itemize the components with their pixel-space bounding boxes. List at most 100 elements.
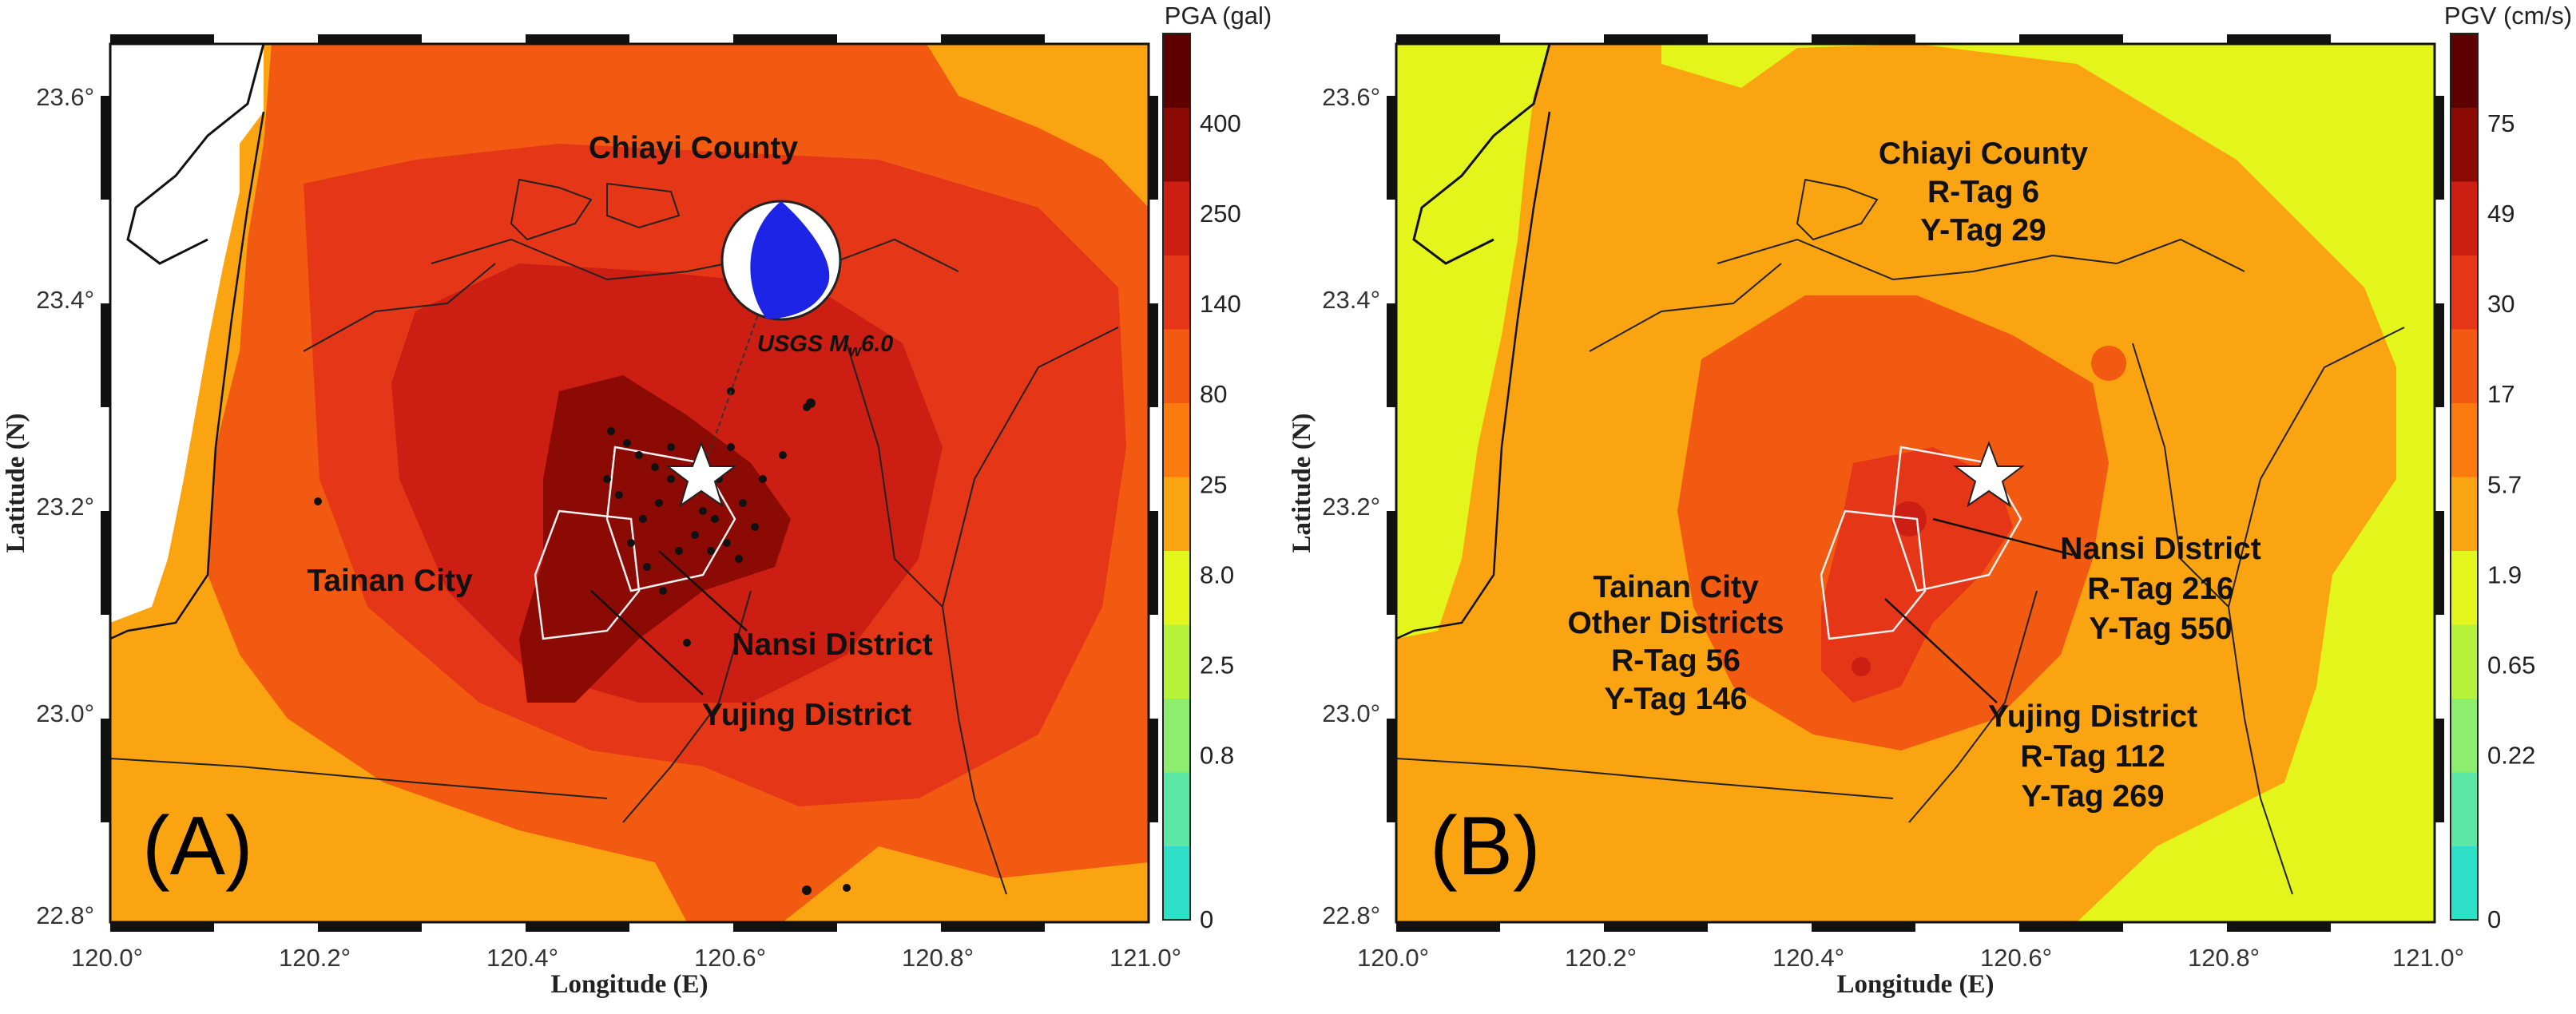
colorbar-band <box>1163 402 1190 477</box>
colorbar-tick-label: 0.22 <box>2487 741 2535 769</box>
colorbar-tick-label: 140 <box>1200 290 1241 318</box>
x-tick: 120.6° <box>694 944 766 972</box>
colorbar-tick-label: 75 <box>2487 109 2514 137</box>
colorbar-band <box>2451 329 2478 403</box>
colorbar-band <box>2451 107 2478 182</box>
y-tick: 23.2° <box>36 493 94 521</box>
colorbar-tick-label: 5.7 <box>2487 470 2522 498</box>
y-tick: 23.6° <box>36 83 94 111</box>
label-chiayi-ytag: Y-Tag 29 <box>1920 213 2046 248</box>
y-tick: 23.2° <box>1322 493 1380 521</box>
colorbar-band <box>1163 329 1190 403</box>
y-tick: 22.8° <box>36 901 94 929</box>
x-axis-label: Longitude (E) <box>550 970 708 999</box>
colorbar-band <box>1163 34 1190 108</box>
label-chiayi-county: Chiayi County <box>1879 137 2088 171</box>
y-tick: 23.6° <box>1322 83 1380 111</box>
label-tainan-other: Other Districts <box>1568 606 1784 640</box>
label-yujing-ytag: Y-Tag 269 <box>2021 779 2164 814</box>
label-usgs-magnitude: USGS Mw6.0 <box>757 331 893 360</box>
x-tick: 120.6° <box>1980 944 2052 972</box>
colorbar-tick-label: 0.8 <box>1200 741 1234 769</box>
label-chiayi-county: Chiayi County <box>589 131 798 165</box>
colorbar-band <box>2451 698 2478 773</box>
colorbar-tick-label: 80 <box>1200 380 1227 408</box>
colorbar-band <box>1163 550 1190 625</box>
colorbar-band <box>1163 477 1190 551</box>
panel-b: 120.0° 120.2° 120.4° 120.6° 120.8° 121.0… <box>1288 2 2572 999</box>
label-nansi-district: Nansi District <box>2060 532 2260 566</box>
colorbar-band <box>1163 107 1190 182</box>
label-tainan-ytag: Y-Tag 146 <box>1604 682 1747 716</box>
colorbar-tick-label: 250 <box>1200 200 1241 228</box>
colorbar-band <box>2451 477 2478 551</box>
x-tick: 120.0° <box>1357 944 1429 972</box>
x-tick: 121.0° <box>1109 944 1181 972</box>
y-tick: 23.4° <box>1322 286 1380 314</box>
colorbar-tick-label: 49 <box>2487 200 2514 228</box>
colorbar-tick-label: 400 <box>1200 109 1241 137</box>
pgv-contour-map <box>1396 44 2435 922</box>
label-yujing-district: Yujing District <box>1988 699 2197 734</box>
panel-letter-b: (B) <box>1430 800 1541 893</box>
colorbar-tick-label: 2.5 <box>1200 651 1234 679</box>
label-tainan-rtag: R-Tag 56 <box>1611 644 1740 678</box>
x-tick: 120.4° <box>486 944 558 972</box>
colorbar-band <box>1163 846 1190 921</box>
label-nansi-ytag: Y-Tag 550 <box>2089 612 2232 646</box>
colorbar-tick-label: 25 <box>1200 470 1227 498</box>
colorbar-title-pgv: PGV (cm/s) <box>2444 2 2572 30</box>
colorbar-tick-label: 30 <box>2487 290 2514 318</box>
colorbar-band <box>2451 550 2478 625</box>
x-tick: 121.0° <box>2392 944 2464 972</box>
x-tick: 120.4° <box>1772 944 1844 972</box>
label-yujing-rtag: R-Tag 112 <box>2020 739 2165 774</box>
panel-letter-a: (A) <box>142 800 253 893</box>
label-nansi-district: Nansi District <box>732 628 932 662</box>
colorbar-tick-label: 8.0 <box>1200 560 1234 588</box>
label-tainan-city: Tainan City <box>307 564 473 598</box>
colorbar-pga: 400 250 140 80 25 8.0 2.5 0.8 0 <box>1162 33 1241 933</box>
y-tick: 23.4° <box>36 286 94 314</box>
colorbar-band <box>2451 624 2478 699</box>
colorbar-band <box>2451 181 2478 255</box>
colorbar-tick-label: 0 <box>2487 905 2501 933</box>
y-tick: 22.8° <box>1322 901 1380 929</box>
colorbar-title-pga: PGA (gal) <box>1165 2 1272 30</box>
colorbar-tick-label: 1.9 <box>2487 560 2522 588</box>
x-tick: 120.2° <box>279 944 351 972</box>
y-axis-label: Latitude (N) <box>1288 413 1316 553</box>
label-chiayi-rtag: R-Tag 6 <box>1927 175 2039 209</box>
colorbar-band <box>1163 698 1190 773</box>
colorbar-band <box>2451 402 2478 477</box>
x-tick: 120.8° <box>2188 944 2260 972</box>
label-yujing-district: Yujing District <box>702 698 911 732</box>
frame-ticks-a <box>101 34 1158 932</box>
colorbar-band <box>2451 846 2478 921</box>
colorbar-band <box>1163 772 1190 846</box>
frame-ticks-b <box>1387 34 2444 932</box>
epicenter-star-icon <box>1953 441 2025 508</box>
colorbar-band <box>2451 255 2478 330</box>
colorbar-tick-label: 17 <box>2487 380 2514 408</box>
y-tick: 23.0° <box>36 699 94 727</box>
colorbar-band <box>1163 181 1190 255</box>
colorbar-band <box>1163 255 1190 330</box>
label-tainan-city: Tainan City <box>1593 570 1759 604</box>
panel-a: 120.0° 120.2° 120.4° 120.6° 120.8° 121.0… <box>2 2 1272 999</box>
colorbar-pgv: 75 49 30 17 5.7 1.9 0.65 0.22 0 <box>2450 33 2535 933</box>
x-tick: 120.2° <box>1565 944 1637 972</box>
x-tick: 120.8° <box>902 944 974 972</box>
x-tick: 120.0° <box>71 944 143 972</box>
epicenter-star-icon <box>665 441 737 508</box>
focal-mechanism-beachball <box>720 200 842 321</box>
colorbar-frame <box>2450 33 2479 921</box>
colorbar-band <box>2451 34 2478 108</box>
colorbar-tick-label: 0 <box>1200 905 1213 933</box>
colorbar-tick-label: 0.65 <box>2487 651 2535 679</box>
x-axis-label: Longitude (E) <box>1836 970 1994 999</box>
colorbar-band <box>1163 624 1190 699</box>
colorbar-band <box>2451 772 2478 846</box>
colorbar-frame <box>1162 33 1191 921</box>
